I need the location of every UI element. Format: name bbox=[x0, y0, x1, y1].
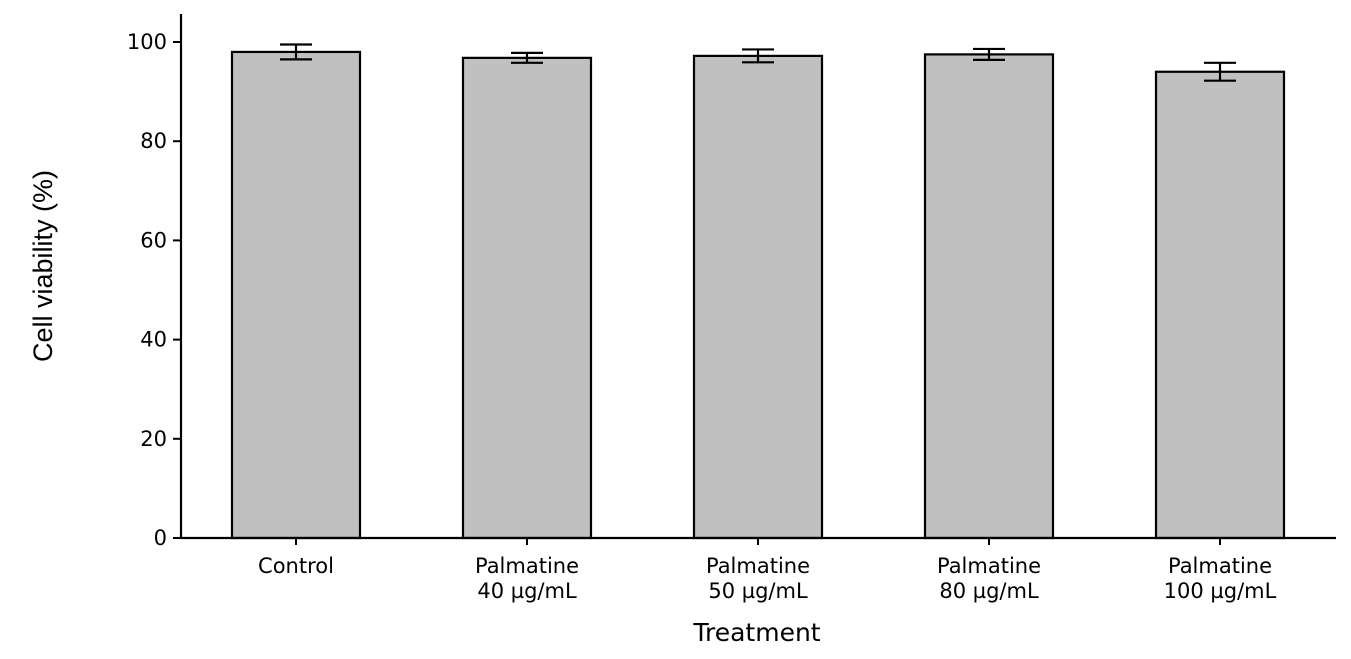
x-axis-title: Treatment bbox=[692, 618, 820, 647]
x-category-label-0: Control bbox=[258, 554, 334, 578]
bar-3 bbox=[923, 53, 1055, 540]
y-tick-label-60: 60 bbox=[140, 228, 167, 252]
y-tick-label-100: 100 bbox=[127, 30, 167, 54]
x-category-label-3: Palmatine 80 µg/mL bbox=[937, 554, 1041, 603]
error-bar-4 bbox=[1204, 61, 1236, 82]
error-bar-1 bbox=[511, 51, 543, 64]
y-tick-label-20: 20 bbox=[140, 427, 167, 451]
error-bar-0 bbox=[280, 43, 312, 61]
y-tick-label-80: 80 bbox=[140, 129, 167, 153]
x-category-label-1: Palmatine 40 µg/mL bbox=[475, 554, 579, 603]
bar-2 bbox=[692, 54, 824, 540]
error-bar-2 bbox=[742, 48, 774, 64]
bar-1 bbox=[461, 56, 593, 540]
x-category-labels-layer: Control Palmatine 40 µg/mL Palmatine 50 µg/m… bbox=[258, 538, 1277, 603]
y-ticks-layer: 0 20 40 60 80 100 bbox=[127, 30, 181, 550]
bar-4 bbox=[1154, 70, 1286, 540]
y-tick-label-0: 0 bbox=[154, 526, 167, 550]
error-bars-layer bbox=[280, 43, 1236, 82]
y-tick-label-40: 40 bbox=[140, 328, 167, 352]
y-axis-title: Cell viability (%) bbox=[28, 170, 58, 362]
bar-0 bbox=[230, 50, 362, 540]
x-category-label-4: Palmatine 100 µg/mL bbox=[1164, 554, 1277, 603]
x-category-label-2: Palmatine 50 µg/mL bbox=[706, 554, 810, 603]
bars-layer bbox=[230, 50, 1286, 540]
error-bar-3 bbox=[973, 47, 1005, 61]
